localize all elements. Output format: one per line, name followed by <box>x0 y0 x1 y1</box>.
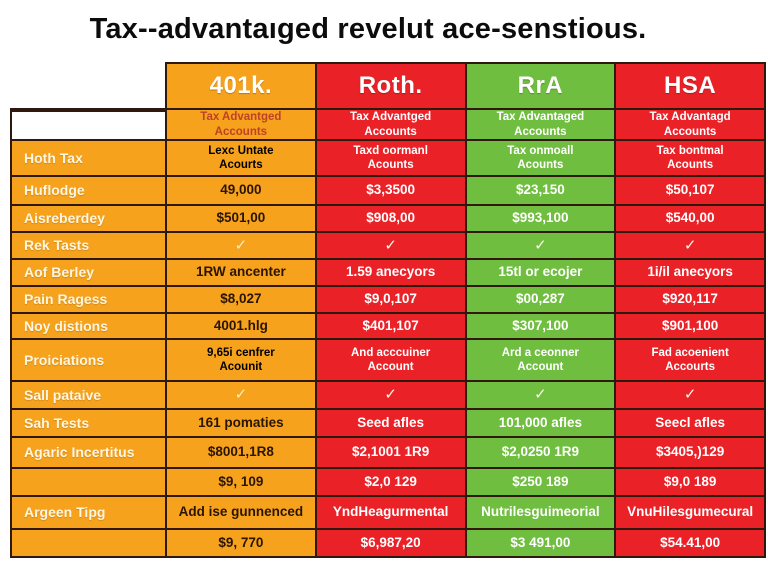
table-cell: 1.59 anecyors <box>316 260 467 287</box>
table-cell: $901,100 <box>616 314 766 340</box>
table-cell: $2,1001 1R9 <box>316 438 467 469</box>
check-icon: ✓ <box>167 382 317 410</box>
table-cell: $920,117 <box>616 287 766 314</box>
table-cell: 49,000 <box>167 177 317 206</box>
table-cell: $401,107 <box>316 314 467 340</box>
check-icon: ✓ <box>616 233 766 260</box>
row-label: Agaric Incertitus <box>10 438 167 469</box>
table-cell: $250 189 <box>466 469 617 497</box>
check-icon: ✓ <box>167 233 317 260</box>
row-label: Huflodge <box>10 177 167 206</box>
table-cell: And acccuiner Account <box>316 340 467 382</box>
row-label: Proiciations <box>10 340 167 382</box>
table-cell: Lexc Untate Acourts <box>167 141 317 177</box>
table-cell: $993,100 <box>466 206 617 233</box>
table-cell: $8,027 <box>167 287 317 314</box>
table-cell: $307,100 <box>466 314 617 340</box>
table-cell: $3 491,00 <box>466 530 617 558</box>
table-cell: $9, 770 <box>167 530 317 558</box>
table-cell: Nutrilesguimeorial <box>466 497 617 530</box>
table-cell: $3,3500 <box>316 177 467 206</box>
table-cell: Seecl afles <box>616 410 766 438</box>
table-cell: Tax Advantged Accounts <box>316 110 467 141</box>
table-cell: $54.41,00 <box>616 530 766 558</box>
check-icon: ✓ <box>316 382 467 410</box>
table-cell: $8001,1R8 <box>167 438 317 469</box>
table-cell: $50,107 <box>616 177 766 206</box>
column-header-401k: 401k. <box>167 62 317 110</box>
column-header-hsa: HSA <box>616 62 766 110</box>
row-label <box>10 110 167 141</box>
row-label: Sall pataive <box>10 382 167 410</box>
row-label: Noy distions <box>10 314 167 340</box>
table-cell: $908,00 <box>316 206 467 233</box>
row-label: Hoth Tax <box>10 141 167 177</box>
table-cell: 1RW ancenter <box>167 260 317 287</box>
table-cell: $3405,)129 <box>616 438 766 469</box>
table-cell: Tax bontmal Acounts <box>616 141 766 177</box>
table-cell: $2,0 129 <box>316 469 467 497</box>
table-cell: VnuHilesgumecural <box>616 497 766 530</box>
table-cell: $00,287 <box>466 287 617 314</box>
comparison-table: 401k. Roth. RrA HSA Tax Advantged Accounts Ta… <box>10 62 766 558</box>
table-cell: YndHeagurmental <box>316 497 467 530</box>
table-cell: 1i/il anecyors <box>616 260 766 287</box>
table-cell: 161 pomaties <box>167 410 317 438</box>
row-label <box>10 530 167 558</box>
table-cell: Ard a ceonner Account <box>466 340 617 382</box>
table-cell: 101,000 afles <box>466 410 617 438</box>
page-title: Tax--advantaıged revelut ace-senstious. <box>89 13 647 45</box>
table-cell: 15tl or ecojer <box>466 260 617 287</box>
table-cell: Tax Advantagd Accounts <box>616 110 766 141</box>
table-cell: 4001.hlg <box>167 314 317 340</box>
row-label: Sah Tests <box>10 410 167 438</box>
table-cell: $9,0,107 <box>316 287 467 314</box>
column-header-roth: Roth. <box>316 62 467 110</box>
check-icon: ✓ <box>466 233 617 260</box>
row-label: Pain Ragess <box>10 287 167 314</box>
header-spacer <box>10 62 167 110</box>
table-cell: $501,00 <box>167 206 317 233</box>
table-cell: 9,65i cenfrer Acounit <box>167 340 317 382</box>
row-label <box>10 469 167 497</box>
table-cell: Tax Advantaged Accounts <box>466 110 617 141</box>
table-cell: $2,0250 1R9 <box>466 438 617 469</box>
row-label: Aisreberdey <box>10 206 167 233</box>
row-label: Argeen Tipg <box>10 497 167 530</box>
table-cell: Taxd oormanl Acounts <box>316 141 467 177</box>
table-cell: $9, 109 <box>167 469 317 497</box>
check-icon: ✓ <box>466 382 617 410</box>
table-cell: Tax Advantged Accounts <box>167 110 317 141</box>
table-cell: $9,0 189 <box>616 469 766 497</box>
table-cell: $6,987,20 <box>316 530 467 558</box>
table-cell: $23,150 <box>466 177 617 206</box>
table-cell: Tax onmoall Acounts <box>466 141 617 177</box>
table-cell: Fad acoenient Accourts <box>616 340 766 382</box>
row-label: Aof Berley <box>10 260 167 287</box>
table-cell: Add ise gunnenced <box>167 497 317 530</box>
table-cell: Seed afles <box>316 410 467 438</box>
table-cell: $540,00 <box>616 206 766 233</box>
check-icon: ✓ <box>316 233 467 260</box>
column-header-rra: RrA <box>466 62 617 110</box>
row-label: Rek Tasts <box>10 233 167 260</box>
check-icon: ✓ <box>616 382 766 410</box>
